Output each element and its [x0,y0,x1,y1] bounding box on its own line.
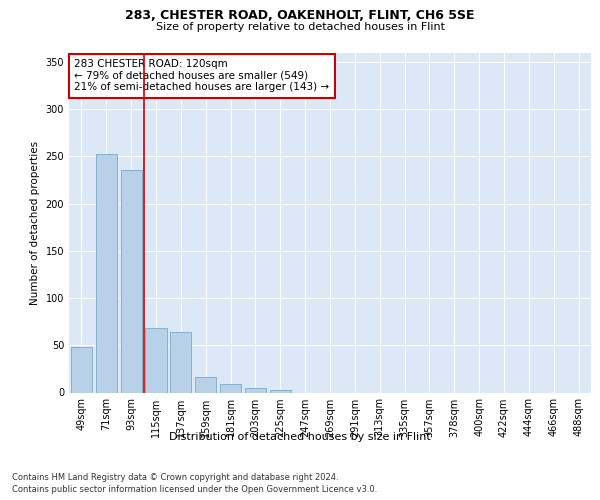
Bar [145,328,167,392]
Text: Distribution of detached houses by size in Flint: Distribution of detached houses by size … [169,432,431,442]
Bar [170,332,191,392]
Text: Contains public sector information licensed under the Open Government Licence v3: Contains public sector information licen… [12,485,377,494]
Bar [121,170,142,392]
Bar [270,390,291,392]
Bar [220,384,241,392]
Bar [245,388,266,392]
Text: 283 CHESTER ROAD: 120sqm
← 79% of detached houses are smaller (549)
21% of semi-: 283 CHESTER ROAD: 120sqm ← 79% of detach… [74,60,329,92]
Y-axis label: Number of detached properties: Number of detached properties [30,140,40,304]
Bar [96,154,117,392]
Bar [71,347,92,393]
Text: Size of property relative to detached houses in Flint: Size of property relative to detached ho… [155,22,445,32]
Bar [195,378,216,392]
Text: Contains HM Land Registry data © Crown copyright and database right 2024.: Contains HM Land Registry data © Crown c… [12,472,338,482]
Text: 283, CHESTER ROAD, OAKENHOLT, FLINT, CH6 5SE: 283, CHESTER ROAD, OAKENHOLT, FLINT, CH6… [125,9,475,22]
